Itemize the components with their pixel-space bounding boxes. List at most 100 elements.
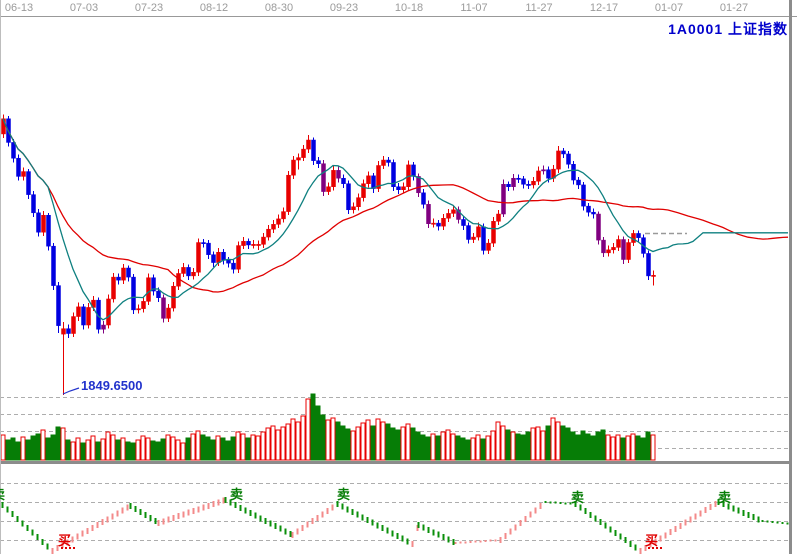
volume-bar: [35, 433, 41, 461]
volume-bar: [530, 427, 536, 461]
volume-bar: [275, 429, 281, 461]
volume-bar: [95, 441, 101, 461]
volume-bar: [200, 434, 206, 461]
candle-body: [116, 276, 121, 281]
candle-body: [571, 164, 576, 181]
buy-dot: [648, 547, 650, 549]
volume-bar: [0, 434, 6, 461]
volume-bar: [355, 426, 361, 461]
volume-bar: [335, 421, 341, 461]
buy-signal-label: 买: [58, 533, 72, 548]
volume-bar: [120, 437, 126, 461]
candle-body: [556, 150, 561, 170]
volume-bar: [515, 433, 521, 461]
volume-layer: [0, 393, 656, 461]
candle-body: [651, 275, 656, 277]
candle-body: [76, 306, 81, 317]
candle-body: [216, 251, 221, 263]
volume-bar: [375, 418, 381, 461]
candle-body: [341, 177, 346, 184]
candle-body: [511, 177, 516, 187]
buy-dot: [73, 547, 75, 549]
volume-bar: [40, 429, 46, 461]
candle-body: [141, 301, 146, 309]
buy-dot: [660, 547, 662, 549]
candle-body: [56, 285, 61, 326]
volume-bar: [450, 433, 456, 461]
sell-signal-label: 卖: [337, 487, 351, 502]
volume-bar: [650, 434, 656, 461]
volume-bar: [80, 442, 86, 461]
volume-bar: [320, 414, 326, 461]
volume-bar: [415, 431, 421, 461]
volume-bar: [15, 441, 21, 461]
candle-body: [271, 224, 276, 230]
volume-bar: [400, 426, 406, 461]
candle-body: [16, 157, 21, 177]
candle-body: [576, 179, 581, 186]
candle-body: [401, 186, 406, 191]
candle-body: [486, 242, 491, 251]
candle-body: [276, 218, 281, 225]
volume-bar: [410, 427, 416, 461]
candle-body: [391, 162, 396, 187]
candle-body: [61, 328, 66, 335]
candle-body: [596, 213, 601, 241]
candle-body: [26, 171, 31, 195]
candle-body: [256, 244, 261, 246]
sell-signal-label: 卖: [230, 487, 244, 502]
ma-slow-line: [2, 118, 789, 293]
volume-bar: [625, 435, 631, 461]
sell-signal-label: 卖: [718, 490, 732, 505]
candle-body: [616, 239, 621, 248]
candle-body: [31, 194, 36, 214]
symbol-title: 1A0001 上证指数: [668, 21, 788, 37]
candle-body: [601, 239, 606, 254]
candle-body: [11, 142, 16, 159]
candle-body: [476, 226, 481, 238]
candle-body: [221, 251, 226, 261]
candle-body: [496, 213, 501, 222]
candle-body: [446, 213, 451, 219]
left-border: [0, 0, 1, 554]
volume-bar: [570, 431, 576, 461]
candle-body: [531, 181, 536, 186]
candle-body: [386, 159, 391, 163]
date-axis: 06-13 07-03 07-23 08-12 08-30 09-23 10-18 11-07…: [0, 0, 797, 17]
volume-bar: [555, 421, 561, 461]
candle-body: [411, 164, 416, 177]
candle-body: [306, 139, 311, 150]
candle-body: [426, 204, 431, 224]
candle-body: [186, 267, 191, 277]
volume-bar: [135, 439, 141, 461]
candle-body: [421, 192, 426, 205]
candle-body: [311, 139, 316, 161]
candle-body: [316, 160, 321, 164]
volume-bar: [420, 434, 426, 461]
volume-bar: [560, 425, 566, 461]
buy-dot: [69, 547, 71, 549]
x-axis-date: 12-17: [589, 2, 619, 14]
volume-bar: [615, 434, 621, 461]
volume-bar: [425, 436, 431, 461]
volume-bar: [55, 426, 61, 461]
volume-bar: [385, 423, 391, 461]
candle-body: [361, 183, 366, 198]
right-border[interactable]: [789, 0, 792, 554]
candle-body: [206, 242, 211, 255]
x-axis-date: 06-13: [4, 2, 34, 14]
volume-bar: [195, 430, 201, 461]
volume-bar: [345, 428, 351, 461]
candle-body: [546, 169, 551, 179]
sell-signal-label: 卖: [0, 484, 5, 503]
candle-body: [396, 186, 401, 191]
candle-body: [51, 245, 56, 286]
volume-bar: [210, 439, 216, 461]
candle-body: [561, 150, 566, 155]
candle-body: [471, 236, 476, 240]
volume-bar: [160, 438, 166, 461]
candle-body: [231, 262, 236, 270]
candle-body: [46, 214, 51, 247]
